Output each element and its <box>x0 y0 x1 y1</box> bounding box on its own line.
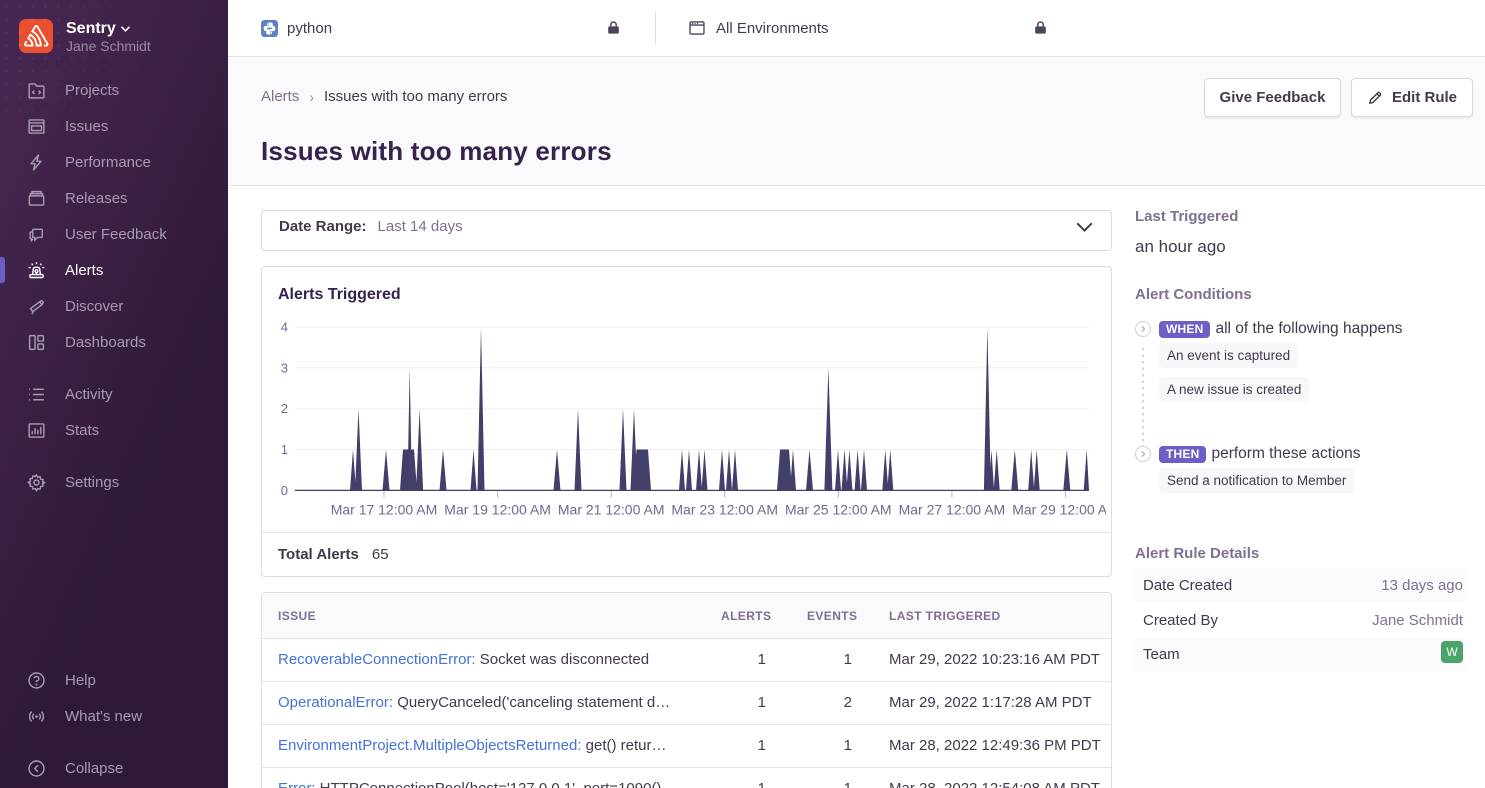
svg-text:0: 0 <box>281 483 288 498</box>
svg-text:Mar 19 12:00 AM: Mar 19 12:00 AM <box>444 501 551 517</box>
svg-text:Mar 21 12:00 AM: Mar 21 12:00 AM <box>558 501 665 517</box>
svg-text:4: 4 <box>281 320 288 335</box>
svg-text:Mar 23 12:00 AM: Mar 23 12:00 AM <box>671 501 778 517</box>
svg-text:Mar 29 12:00 AM: Mar 29 12:00 AM <box>1012 501 1106 517</box>
svg-text:1: 1 <box>281 442 288 457</box>
svg-text:Mar 17 12:00 AM: Mar 17 12:00 AM <box>331 501 438 517</box>
svg-text:Mar 25 12:00 AM: Mar 25 12:00 AM <box>785 501 892 517</box>
svg-text:Mar 27 12:00 AM: Mar 27 12:00 AM <box>899 501 1006 517</box>
svg-text:2: 2 <box>281 401 288 416</box>
svg-text:3: 3 <box>281 360 288 375</box>
